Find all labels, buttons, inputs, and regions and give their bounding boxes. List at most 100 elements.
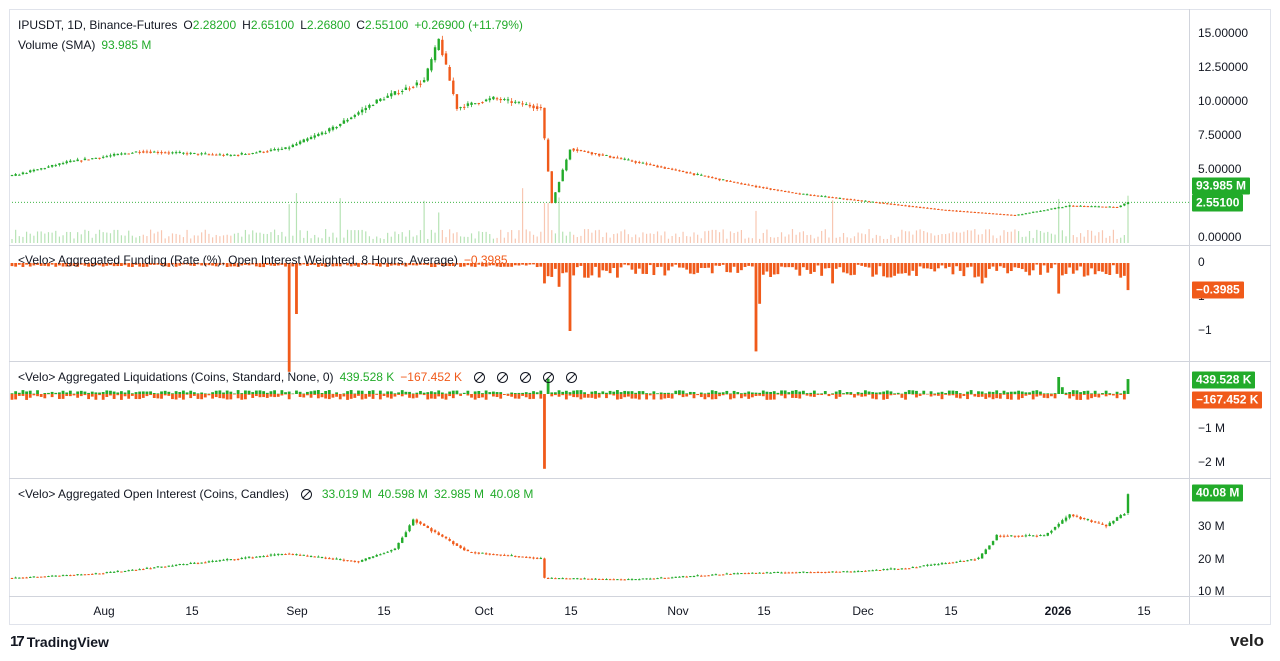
price-candle [980, 212, 984, 214]
pane-separator-3[interactable] [9, 478, 1271, 479]
liquidation-short-bar [105, 394, 109, 397]
funding-bar [827, 263, 831, 269]
volume-bar [817, 236, 819, 243]
volume-bar [645, 233, 648, 243]
price-candle [269, 149, 273, 151]
pane-separator-2[interactable] [9, 361, 1271, 362]
oi-candle [134, 569, 138, 571]
oi-candle [320, 557, 324, 559]
liquidation-short-bar [21, 394, 25, 396]
oi-candle [284, 554, 287, 556]
liquidation-long-bar [882, 391, 886, 394]
liquidation-long-bar [440, 392, 444, 394]
price-candle [776, 189, 780, 191]
liquidation-short-bar [331, 394, 335, 398]
liquidation-long-bar [776, 392, 780, 394]
oi-candle [838, 571, 842, 573]
oi-candle [112, 571, 116, 573]
liquidation-short-bar [619, 394, 623, 399]
price-candle [568, 149, 572, 160]
liquidation-short-bar [338, 394, 342, 400]
liquidation-short-bar [123, 394, 127, 397]
volume-value: 93.985 M [101, 38, 152, 52]
oi-candle [269, 554, 273, 556]
oi-candle [506, 555, 510, 557]
funding-bar [324, 263, 328, 267]
liquidation-short-bar [980, 394, 984, 397]
price-candle [466, 103, 470, 106]
oi-candle [306, 555, 309, 557]
liquidation-long-bar [484, 390, 488, 394]
oi-candle [408, 525, 411, 532]
oi-candle [835, 571, 838, 573]
liquidation-long-bar [1093, 390, 1097, 394]
oi-candle [127, 570, 130, 572]
funding-bar [874, 263, 878, 275]
oi-candle [131, 569, 134, 571]
volume-bar [299, 230, 301, 243]
price-candle [1086, 206, 1090, 208]
oi-candle [1031, 535, 1035, 537]
liquidation-short-bar [955, 394, 958, 398]
volume-bar [616, 233, 619, 243]
price-candle [692, 173, 696, 175]
liquidation-long-bar [156, 393, 160, 394]
funding-bar [583, 263, 586, 278]
price-candle [1035, 211, 1039, 213]
liquidation-long-bar [1108, 393, 1112, 394]
volume-bar [1098, 232, 1100, 243]
time-tick: 15 [1137, 604, 1151, 618]
funding-bar [72, 263, 76, 266]
price-candle [284, 147, 287, 150]
price-candle [845, 198, 849, 200]
price-candle [535, 106, 539, 109]
oi-candle [918, 566, 922, 568]
oi-candle [1028, 534, 1031, 536]
price-legend: IPUSDT, 1D, Binance-Futures O2.28200 H2.… [18, 18, 523, 32]
price-candle [25, 172, 28, 174]
volume-bar [175, 233, 177, 243]
price-candle [233, 154, 236, 156]
price-candle [546, 139, 550, 172]
liquidation-long-bar [707, 392, 710, 394]
volume-bar [635, 234, 637, 243]
liquidation-long-bar [732, 390, 736, 394]
oi-candle [907, 568, 911, 570]
funding-bar [645, 263, 648, 275]
liquidation-long-bar [743, 392, 747, 394]
price-candle [798, 193, 801, 195]
liquidation-long-bar [419, 391, 422, 394]
liquidation-short-bar [743, 394, 747, 397]
oi-candle [659, 577, 663, 579]
volume-bar [970, 230, 972, 243]
chart-frame[interactable] [9, 9, 1271, 625]
volume-bar [295, 193, 298, 243]
price-candle [364, 107, 367, 111]
liquidation-short-bar [178, 394, 182, 398]
oi-candle [966, 560, 969, 562]
price-candle [481, 102, 484, 104]
price-candle [182, 152, 185, 154]
volume-bar [511, 230, 513, 243]
liquidation-long-bar [699, 392, 703, 394]
oi-candle [762, 572, 765, 574]
volume-bar [303, 237, 305, 243]
price-candle [758, 186, 761, 188]
volume-bar [726, 238, 728, 243]
liquidation-long-bar [1119, 393, 1123, 394]
liquidation-long-bar [214, 390, 218, 394]
tradingview-brand[interactable]: 17 TradingView [10, 633, 109, 650]
price-candle [109, 155, 112, 157]
pane-separator-1[interactable] [9, 245, 1271, 246]
price-candle [120, 153, 123, 155]
oi-candle [725, 573, 729, 575]
liquidation-short-bar [958, 394, 962, 399]
volume-bar [952, 231, 954, 243]
price-candle [21, 172, 25, 174]
oi-candle [878, 569, 882, 571]
price-candle [298, 141, 302, 144]
volume-bar [507, 232, 509, 243]
volume-bar [591, 232, 593, 243]
funding-bar [440, 263, 444, 267]
